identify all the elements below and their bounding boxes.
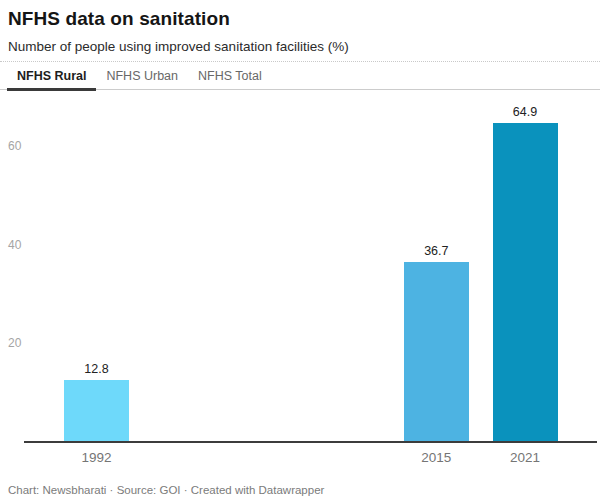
tab-nfhs-total[interactable]: NFHS Total	[188, 62, 272, 89]
x-axis-line	[24, 441, 597, 443]
bar-value-label: 36.7	[396, 244, 476, 258]
tab-bar: NFHS Rural NFHS Urban NFHS Total	[0, 62, 600, 90]
tab-nfhs-urban[interactable]: NFHS Urban	[96, 62, 188, 89]
chart-subtitle: Number of people using improved sanitati…	[8, 39, 592, 55]
plot-area: 20 40 60 12.8 36.7 64.9	[0, 90, 600, 443]
bar-1992[interactable]	[64, 380, 129, 443]
tab-nfhs-rural[interactable]: NFHS Rural	[7, 62, 96, 89]
y-axis-tick-label: 60	[8, 139, 21, 153]
bar-2021[interactable]	[493, 123, 558, 443]
bar-2015[interactable]	[404, 262, 469, 443]
x-axis-label: 1992	[57, 450, 137, 466]
page-title: NFHS data on sanitation	[8, 8, 592, 30]
x-axis-label: 2015	[396, 450, 476, 466]
bar-value-label: 64.9	[485, 105, 565, 119]
chart-footer-credit: Chart: Newsbharati · Source: GOI · Creat…	[0, 484, 600, 497]
x-axis-labels: 1992 2015 2021	[0, 443, 600, 469]
y-axis-tick-label: 40	[8, 238, 21, 252]
x-axis-label: 2021	[485, 450, 565, 466]
chart-header: NFHS data on sanitation Number of people…	[0, 0, 600, 55]
y-axis-tick-label: 20	[8, 336, 21, 350]
bar-value-label: 12.8	[57, 362, 137, 376]
